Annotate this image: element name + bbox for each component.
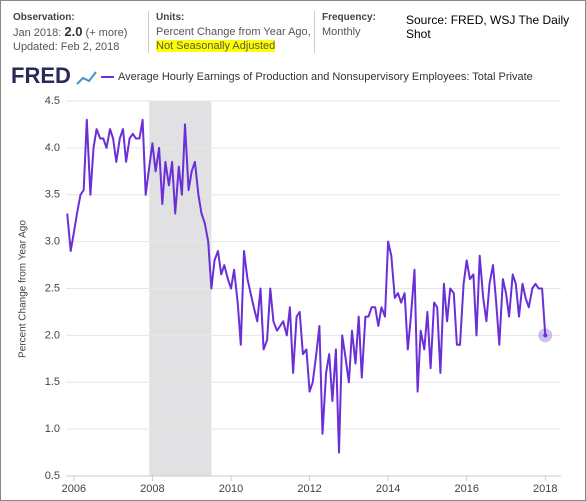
separator	[148, 11, 149, 53]
last-point-dot	[543, 333, 548, 338]
x-tick-label: 2018	[533, 483, 557, 495]
units: Units: Percent Change from Year Ago, Not…	[156, 11, 311, 53]
x-tick-label: 2012	[297, 483, 321, 495]
observation: Observation: Jan 2018: 2.0 (+ more) Upda…	[13, 11, 127, 54]
y-tick-label: 1.0	[45, 423, 60, 435]
y-tick-label: 2.5	[45, 282, 60, 294]
x-tick-label: 2016	[454, 483, 478, 495]
source: Source: FRED, WSJ The Daily Shot	[406, 13, 570, 41]
frequency-text: Monthly	[322, 26, 361, 38]
logo-icon	[76, 71, 97, 85]
y-axis-label: Percent Change from Year Ago	[18, 220, 29, 358]
x-tick-label: 2006	[62, 483, 86, 495]
logo: FRED	[11, 63, 71, 88]
frequency: Frequency: Monthly	[322, 11, 376, 39]
x-tick-label: 2014	[376, 483, 400, 495]
y-tick-label: 4.5	[45, 95, 60, 107]
value: 2.0	[64, 24, 83, 39]
x-tick-label: 2010	[219, 483, 243, 495]
x-tick-label: 2008	[140, 483, 164, 495]
more-link[interactable]: (+ more)	[85, 27, 128, 39]
y-tick-label: 3.0	[45, 236, 60, 248]
units-adjust: Not Seasonally Adjusted	[156, 40, 276, 52]
separator	[314, 11, 315, 53]
y-tick-label: 1.5	[45, 376, 60, 388]
legend-label: Average Hourly Earnings of Production an…	[118, 71, 533, 83]
y-tick-label: 0.5	[45, 470, 60, 482]
y-tick-label: 3.5	[45, 189, 60, 201]
label: Units:	[156, 12, 185, 23]
updated: Updated: Feb 2, 2018	[13, 41, 120, 53]
label: Frequency:	[322, 12, 376, 23]
y-tick-label: 4.0	[45, 142, 60, 154]
label: Observation:	[13, 12, 75, 23]
date: Jan 2018:	[13, 27, 62, 39]
series-line	[66, 118, 547, 454]
y-tick-label: 2.0	[45, 329, 60, 341]
units-text: Percent Change from Year Ago,	[156, 26, 311, 38]
